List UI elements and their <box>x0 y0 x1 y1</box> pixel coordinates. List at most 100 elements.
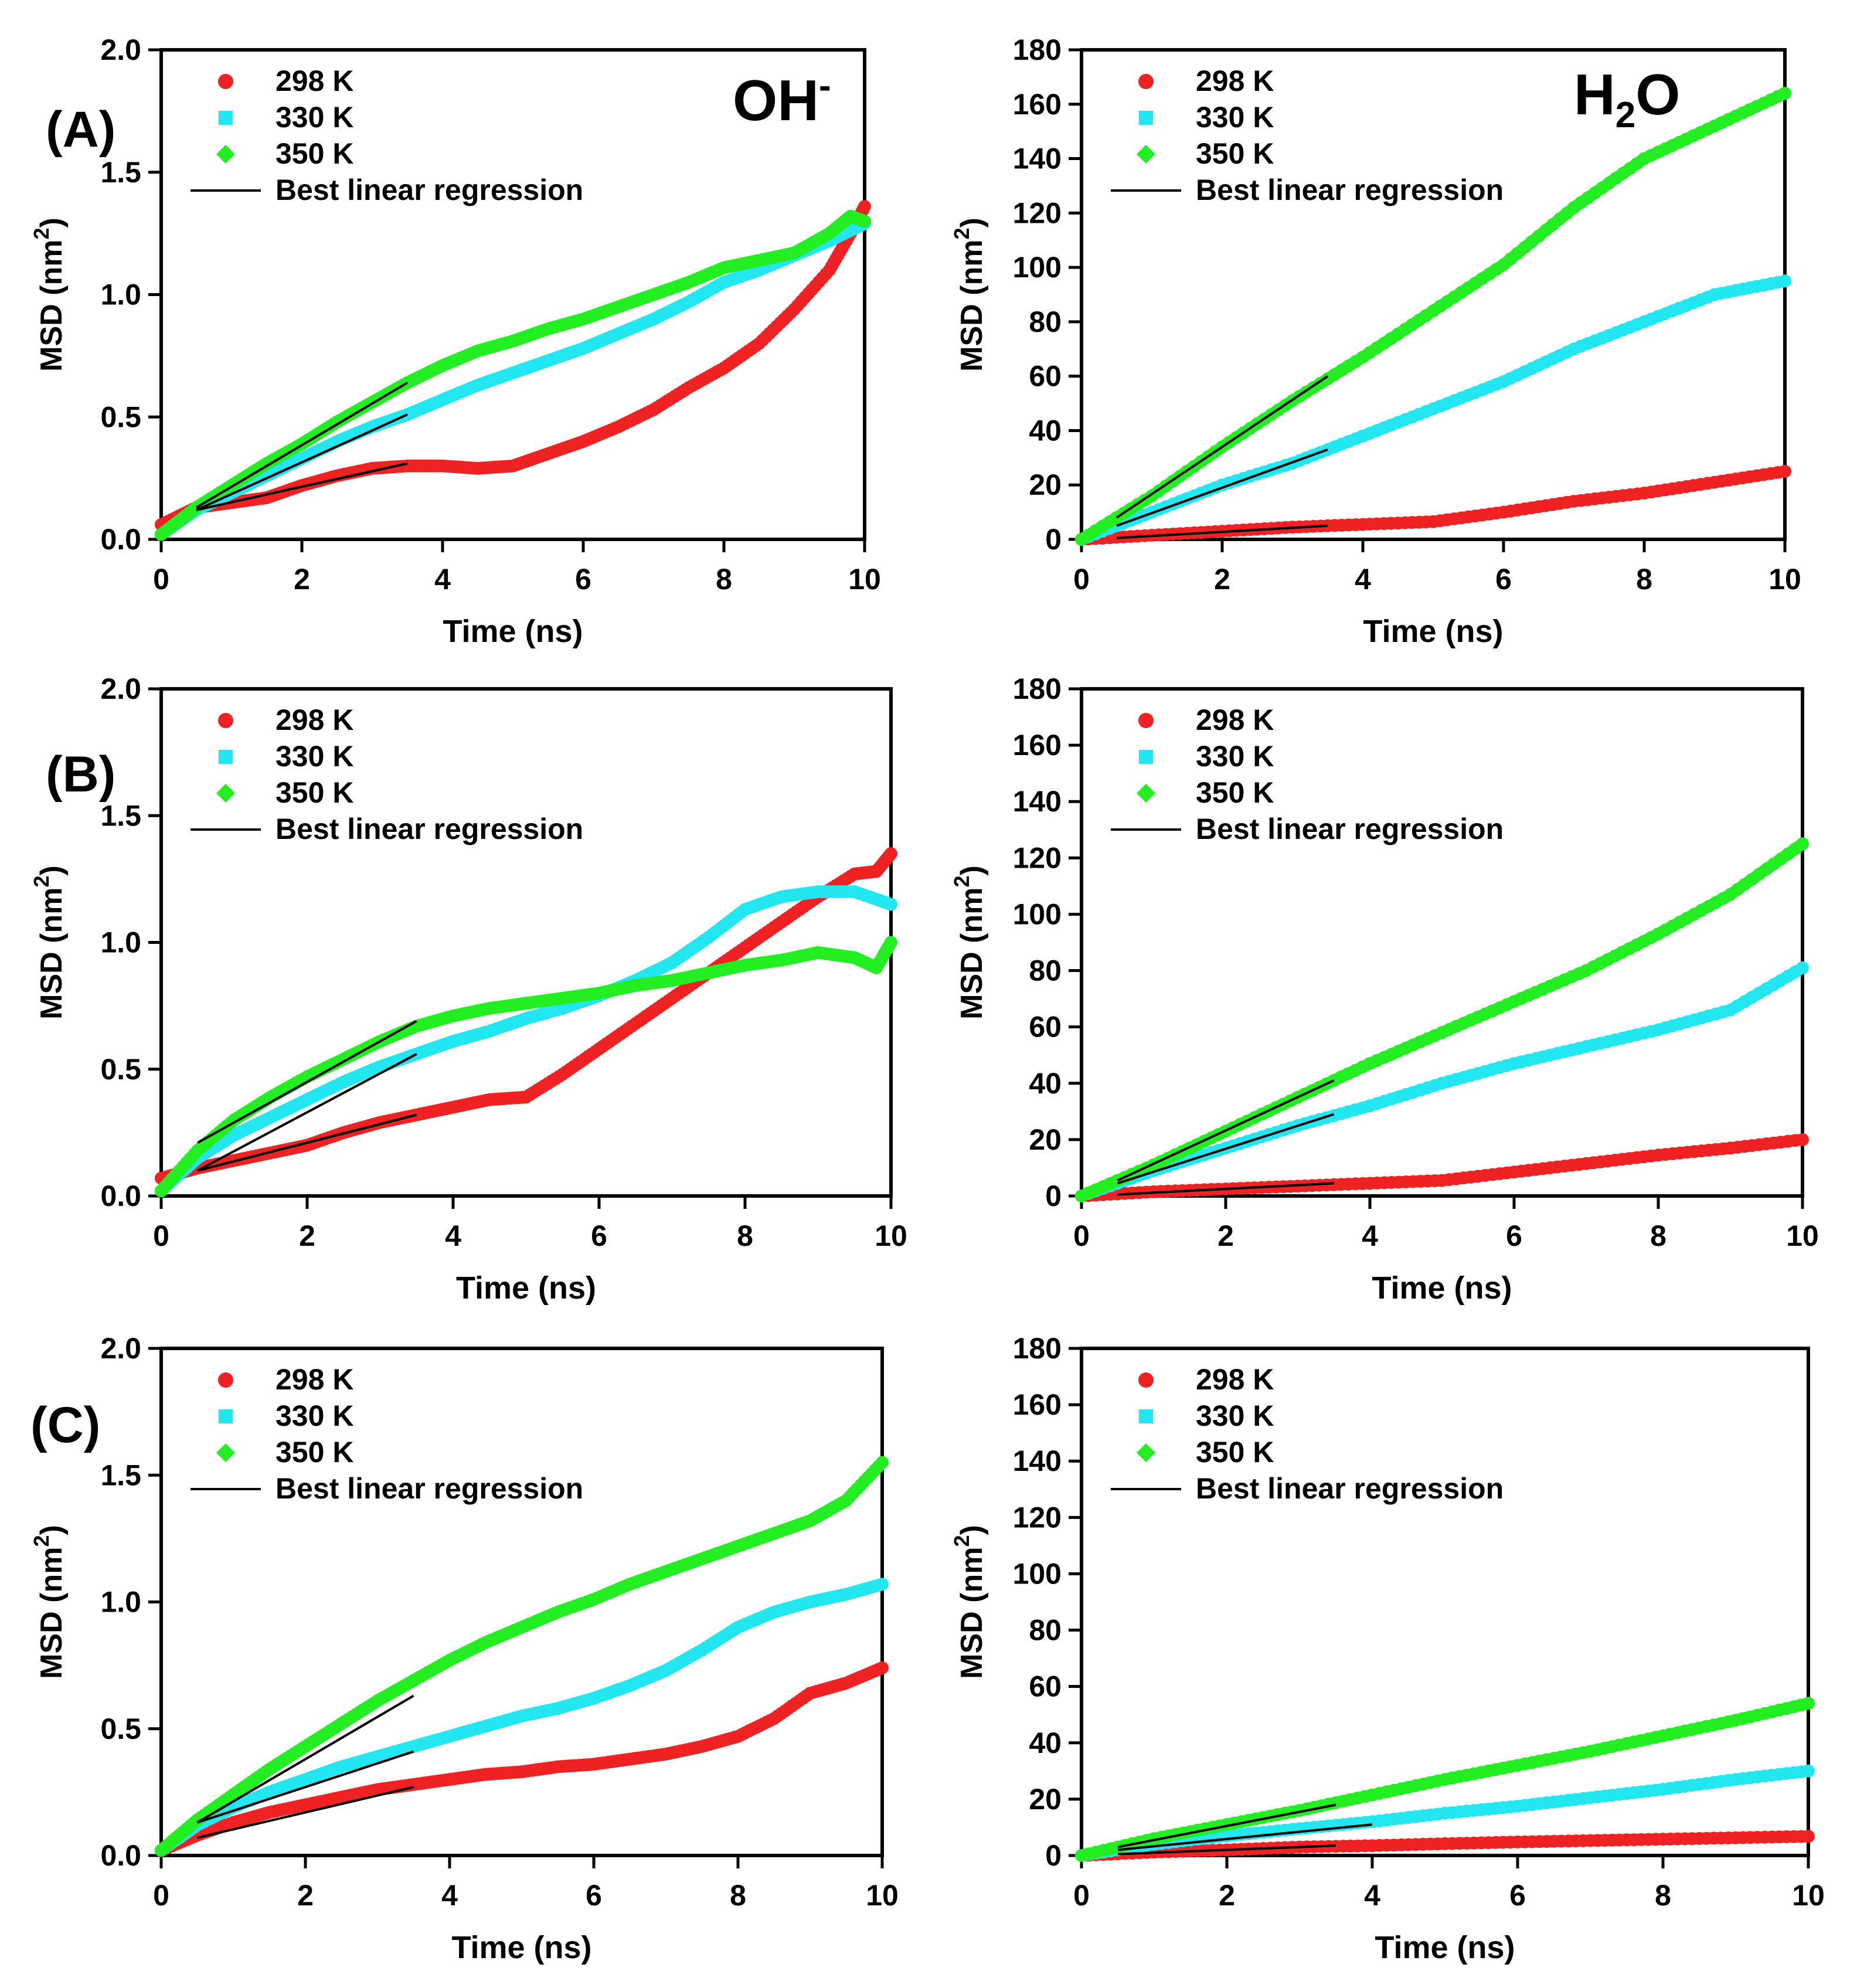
series-298-k <box>155 847 897 1185</box>
x-axis-label: Time (ns) <box>1363 614 1503 649</box>
y-tick-label: 2.0 <box>100 672 141 705</box>
regression-line <box>197 1113 417 1172</box>
y-axis-label-sup: 2 <box>950 1535 974 1547</box>
y-tick-label: 0.0 <box>100 523 141 556</box>
legend-label: 350 K <box>276 776 353 809</box>
data-point <box>1796 1133 1809 1146</box>
x-tick-label: 10 <box>875 1219 907 1252</box>
y-axis-label-sup: 2 <box>950 227 974 239</box>
regression-line <box>1117 1079 1335 1182</box>
legend-label: 350 K <box>1196 137 1274 170</box>
y-tick-label: 180 <box>1013 1332 1062 1365</box>
y-tick-label: 60 <box>1029 1670 1062 1703</box>
y-tick-label: 0 <box>1045 1839 1062 1872</box>
y-tick-label: 100 <box>1013 1557 1062 1590</box>
x-tick-label: 0 <box>153 1879 169 1912</box>
x-tick-label: 6 <box>575 563 591 596</box>
species-label-oh: OH- <box>733 66 831 132</box>
x-tick-label: 0 <box>1073 563 1090 596</box>
regression-line <box>195 382 409 509</box>
y-axis-label-text: MSD (nm <box>35 240 69 372</box>
species-oh-sup: - <box>819 66 831 106</box>
panel-label-a: (A) <box>46 101 115 158</box>
x-tick-label: 4 <box>441 1879 458 1912</box>
regression-line <box>1117 1803 1336 1848</box>
x-axis-label: Time (ns) <box>443 614 583 649</box>
panel-label-c: (C) <box>30 1397 100 1453</box>
x-tick-label: 4 <box>1362 1219 1378 1252</box>
legend-marker <box>218 713 233 728</box>
y-tick-label: 100 <box>1013 251 1062 284</box>
plot-frame <box>1080 48 1787 541</box>
y-axis-label-text: MSD (nm <box>35 1547 69 1679</box>
y-tick-label: 100 <box>1013 898 1062 930</box>
legend-marker <box>218 74 233 89</box>
y-tick-label: 0.5 <box>100 400 141 433</box>
x-tick-label: 2 <box>1214 563 1230 596</box>
x-tick-label: 10 <box>1786 1219 1819 1252</box>
y-tick-label: 160 <box>1013 729 1062 762</box>
x-tick-label: 4 <box>1364 1879 1380 1912</box>
y-tick-label: 20 <box>1029 468 1062 501</box>
legend-label: 350 K <box>276 137 353 170</box>
y-tick-label: 80 <box>1029 1614 1062 1647</box>
legend-label: Best linear regression <box>1196 813 1504 845</box>
x-axis-label: Time (ns) <box>456 1270 596 1306</box>
y-tick-label: 2.0 <box>100 1332 141 1365</box>
data-point <box>876 1456 889 1469</box>
y-tick-label: 160 <box>1013 1388 1062 1421</box>
x-tick-label: 2 <box>297 1879 314 1912</box>
data-point <box>858 215 871 228</box>
x-axis-label: Time (ns) <box>451 1930 591 1965</box>
series-330-k <box>155 1578 889 1857</box>
data-point <box>876 1661 889 1674</box>
legend-label: 350 K <box>276 1436 353 1469</box>
legend-label: 350 K <box>1196 1436 1274 1469</box>
y-axis-label-end: ) <box>955 218 989 227</box>
data-point <box>1802 1830 1815 1843</box>
species-h2o-h: H <box>1574 62 1615 127</box>
legend-label: 298 K <box>1196 704 1274 736</box>
data-point <box>1802 1697 1815 1710</box>
x-tick-label: 10 <box>848 563 881 596</box>
y-tick-label: 0 <box>1045 523 1062 556</box>
y-tick-label: 1.0 <box>100 1586 141 1619</box>
legend-marker <box>218 1372 233 1388</box>
legend-label: Best linear regression <box>276 813 583 845</box>
series-350-k <box>155 1456 889 1857</box>
y-axis-label-sup: 2 <box>29 227 53 239</box>
x-tick-label: 10 <box>866 1879 899 1912</box>
legend-label: Best linear regression <box>1196 1472 1504 1505</box>
legend-label: Best linear regression <box>276 1472 583 1505</box>
y-axis-label-sup: 2 <box>950 875 974 887</box>
y-axis-label: MSD (nm2) <box>950 218 989 372</box>
regression-line <box>1117 1182 1334 1196</box>
y-tick-label: 80 <box>1029 305 1062 338</box>
y-tick-label: 0.5 <box>100 1712 141 1745</box>
x-tick-label: 8 <box>1636 563 1652 596</box>
series-350-k <box>1075 1697 1815 1862</box>
legend-marker <box>1139 750 1153 764</box>
species-h2o-o: O <box>1635 62 1680 127</box>
legend-label: 330 K <box>1196 1399 1274 1432</box>
legend-label: Best linear regression <box>1196 174 1504 206</box>
y-tick-label: 1.5 <box>100 799 141 832</box>
y-tick-label: 0 <box>1045 1180 1062 1212</box>
x-tick-label: 2 <box>1217 1219 1234 1252</box>
data-point <box>885 898 897 911</box>
y-axis-label-sup: 2 <box>29 1535 53 1547</box>
legend-label: 350 K <box>1196 776 1274 809</box>
legend-marker <box>1137 784 1155 803</box>
y-tick-label: 40 <box>1029 1727 1062 1759</box>
y-axis-label-text: MSD (nm <box>955 1547 989 1679</box>
plot-frame <box>1080 687 1804 1198</box>
regression-line <box>196 1750 414 1824</box>
